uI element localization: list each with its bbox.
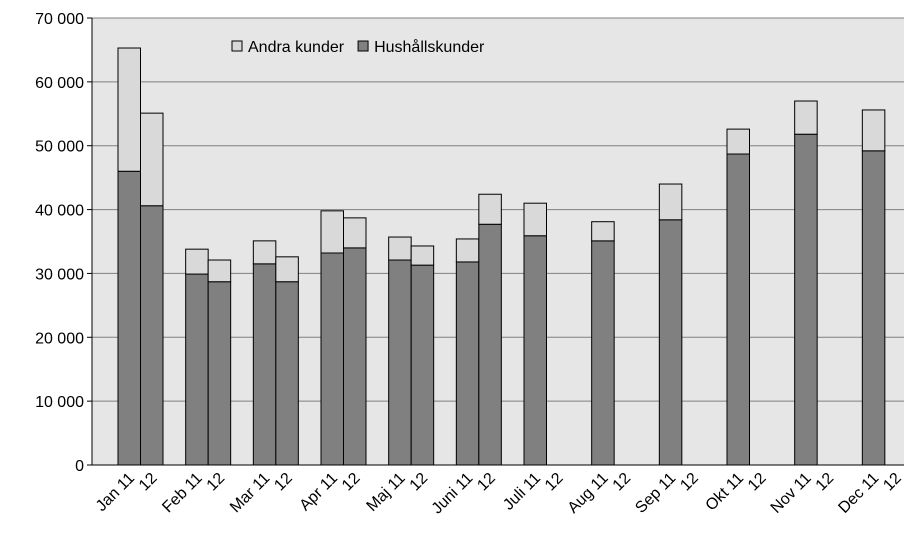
bar-segment: [207, 259, 232, 283]
y-tick-label: 10 000: [35, 394, 84, 411]
bar-segment: [455, 238, 480, 263]
x-tick-label: 12: [271, 470, 296, 495]
bar-segment: [658, 219, 683, 466]
x-tick-label: Sep 11: [632, 470, 679, 517]
x-tick-label: Okt 11: [703, 470, 748, 515]
bar-segment: [861, 150, 886, 466]
x-tick-label: 12: [204, 470, 229, 495]
bar-segment: [117, 47, 141, 172]
x-tick-label: 12: [136, 470, 161, 495]
y-tick-label: 0: [75, 458, 84, 475]
bar-segment: [252, 240, 277, 265]
bar-segment: [591, 221, 615, 242]
bar-segment: [478, 193, 502, 225]
x-tick-label: 12: [610, 470, 635, 495]
bar-segment: [794, 100, 818, 135]
bar-segment: [658, 183, 683, 221]
y-tick-label: 50 000: [35, 139, 84, 156]
y-tick-label: 40 000: [35, 203, 84, 220]
x-tick-label: 12: [813, 470, 838, 495]
x-tick-label: 12: [745, 470, 770, 495]
x-tick-label: 12: [880, 470, 905, 495]
legend-swatch: [357, 40, 369, 52]
bar-segment: [388, 236, 412, 261]
bar-segment: [275, 256, 299, 283]
bar-segment: [861, 109, 886, 152]
bar-segment: [726, 153, 750, 466]
bar-segment: [117, 170, 141, 466]
x-tick-label: 12: [407, 470, 432, 495]
x-tick-label: Juli 11: [500, 470, 544, 514]
y-tick-label: 30 000: [35, 266, 84, 283]
x-tick-label: Mar 11: [227, 470, 273, 516]
bar-segment: [455, 261, 480, 466]
x-tick-label: Aug 11: [565, 470, 612, 517]
bar-segment: [523, 235, 547, 466]
bar-segment: [388, 259, 412, 466]
bar-segment: [185, 273, 209, 466]
y-tick-label: 60 000: [35, 75, 84, 92]
bar-segment: [140, 112, 164, 207]
bar-segment: [343, 217, 367, 249]
bar-segment: [794, 133, 818, 466]
x-tick-label: 12: [339, 470, 364, 495]
x-tick-label: Feb 11: [159, 470, 205, 516]
x-tick-label: 12: [677, 470, 702, 495]
bar-segment: [726, 128, 750, 155]
bar-segment: [410, 245, 435, 266]
x-tick-label: Apr 11: [297, 470, 342, 515]
x-tick-label: Juni 11: [429, 470, 477, 518]
bar-segment: [320, 252, 344, 466]
bar-segment: [320, 210, 344, 254]
bar-segment: [343, 247, 367, 466]
x-tick-label: 12: [474, 470, 499, 495]
bar-segment: [207, 281, 232, 466]
bar-segment: [591, 240, 615, 466]
bar-segment: [252, 263, 277, 466]
y-tick-label: 70 000: [35, 11, 84, 28]
x-tick-label: Nov 11: [768, 470, 815, 517]
x-tick-label: 12: [542, 470, 567, 495]
legend-label: Andra kunder: [248, 39, 345, 56]
bar-segment: [275, 281, 299, 466]
bar-segment: [185, 248, 209, 275]
bar-segment: [140, 205, 164, 466]
x-tick-label: Maj 11: [364, 470, 409, 515]
x-tick-label: Dec 11: [835, 470, 882, 517]
x-tick-label: Jan 11: [93, 470, 138, 515]
bar-segment: [410, 264, 435, 466]
legend-label: Hushållskunder: [374, 38, 485, 56]
legend-swatch: [231, 40, 243, 52]
y-tick-label: 20 000: [35, 330, 84, 347]
bar-segment: [523, 202, 547, 237]
bar-segment: [478, 223, 502, 466]
